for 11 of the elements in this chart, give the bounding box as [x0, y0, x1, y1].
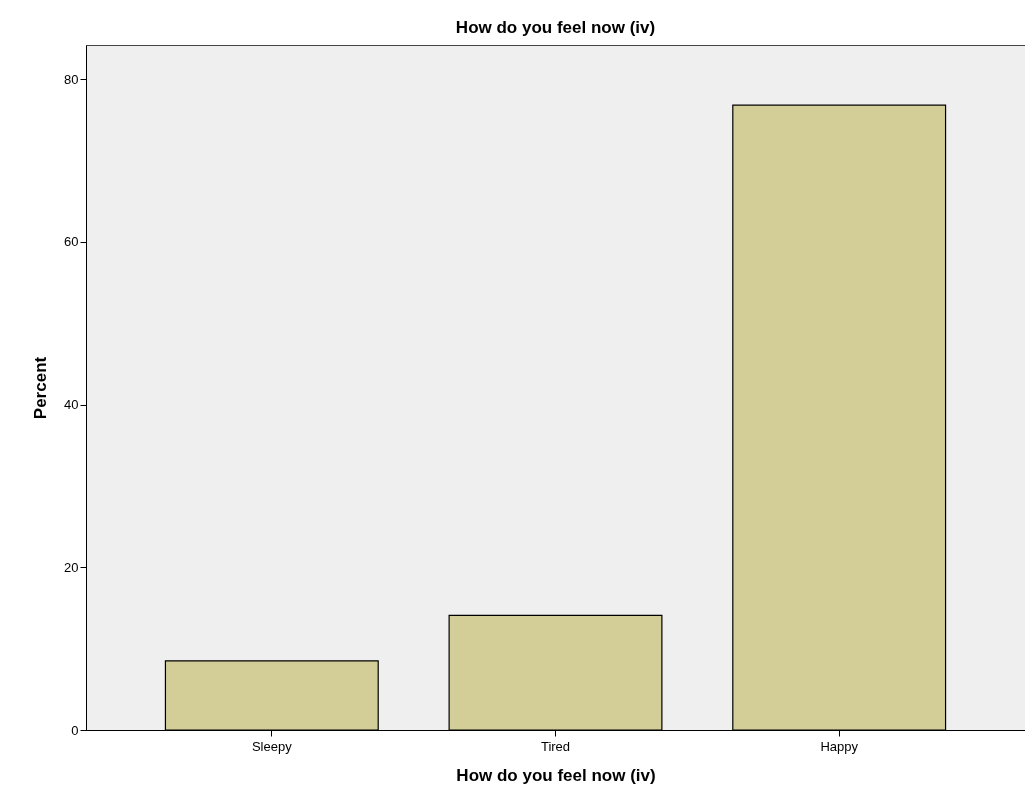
- y-axis-title: Percent: [31, 356, 51, 420]
- x-axis-title: How do you feel now (iv): [456, 765, 656, 785]
- x-tick-label: Sleepy: [251, 738, 293, 754]
- chart-title: How do you feel now (iv): [455, 18, 656, 37]
- y-tick-label: 20: [64, 559, 79, 575]
- y-tick-label: 40: [64, 397, 79, 413]
- x-tick-label: Tired: [540, 738, 571, 754]
- x-tick-label: Happy: [820, 738, 859, 754]
- y-tick-label: 80: [64, 71, 79, 87]
- y-tick-label: 0: [71, 722, 79, 738]
- y-tick-label: 60: [64, 234, 79, 250]
